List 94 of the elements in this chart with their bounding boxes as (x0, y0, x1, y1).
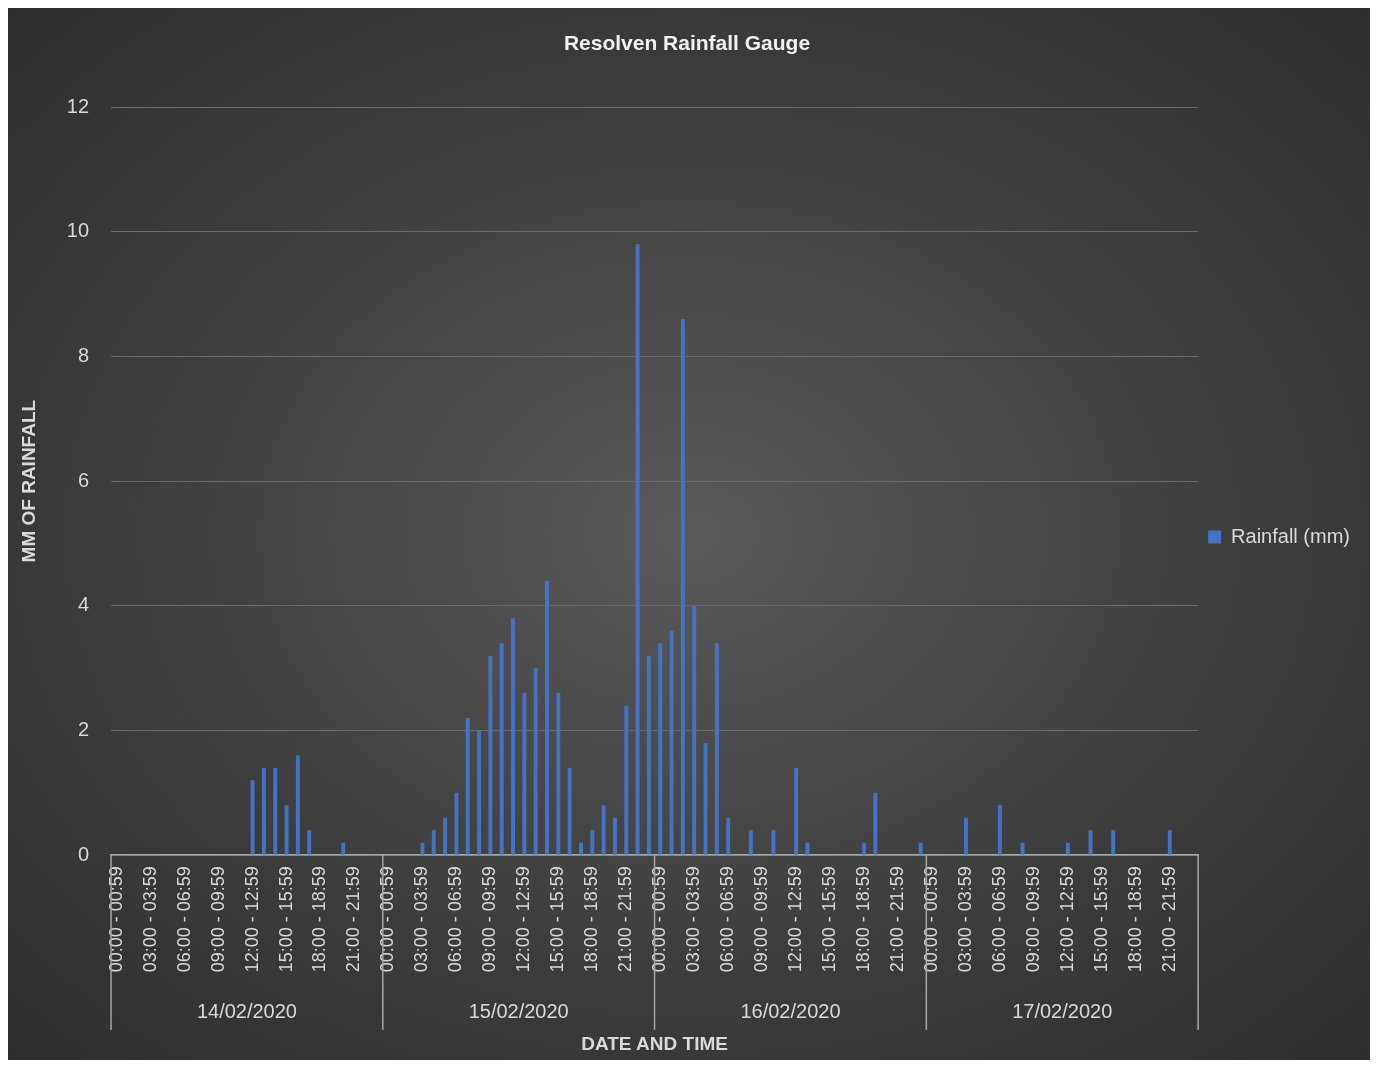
x-tick-label: 15:00 - 15:59 (547, 866, 568, 973)
bar (1020, 842, 1025, 855)
bar (545, 580, 549, 855)
x-tick-label: 21:00 - 21:59 (343, 866, 364, 973)
y-tick-label: 8 (77, 344, 90, 367)
bar (726, 817, 731, 855)
bar (499, 643, 504, 855)
bar (250, 780, 255, 855)
bar (420, 842, 425, 855)
bar (533, 668, 538, 855)
x-tick-label: 03:00 - 03:59 (411, 866, 432, 973)
bar (862, 842, 867, 855)
bar (1088, 830, 1093, 855)
bar (748, 830, 753, 855)
text: 14/02/2020 (196, 999, 297, 1022)
x-tick-label: 09:00 - 09:59 (1022, 866, 1043, 973)
bar (307, 830, 312, 855)
x-tick-label: 12:00 - 12:59 (241, 866, 262, 973)
text: 16/02/2020 (740, 999, 841, 1022)
bar (714, 643, 719, 855)
x-tick-label: 21:00 - 21:59 (615, 866, 636, 973)
bar (590, 830, 595, 855)
bar (261, 767, 266, 855)
bar (341, 842, 346, 855)
y-tick-label: 6 (77, 468, 90, 491)
x-tick-label: 00:00 - 00:59 (377, 866, 398, 973)
legend-label: Rainfall (mm) (1231, 524, 1351, 547)
x-tick-label: 18:00 - 18:59 (853, 866, 874, 973)
y-tick-label: 0 (77, 842, 90, 865)
x-tick-label: 06:00 - 06:59 (173, 866, 194, 973)
text: 17/02/2020 (1012, 999, 1113, 1022)
x-tick-label: 18:00 - 18:59 (1124, 866, 1145, 973)
y-tick-label: 4 (77, 593, 90, 616)
bar (477, 730, 482, 855)
bar (1111, 830, 1116, 855)
y-tick-label: 2 (77, 717, 90, 740)
bar (669, 630, 674, 855)
x-tick-label: 15:00 - 15:59 (1090, 866, 1111, 973)
x-tick-label: 15:00 - 15:59 (819, 866, 840, 973)
x-tick-label: 21:00 - 21:59 (887, 866, 907, 973)
bar (601, 805, 606, 855)
bar (443, 817, 448, 855)
bar (522, 693, 527, 855)
x-tick-label: 12:00 - 12:59 (513, 866, 534, 973)
bar (465, 718, 470, 855)
bar (1167, 830, 1172, 855)
x-tick-label: 21:00 - 21:59 (1158, 866, 1179, 973)
x-tick-label: 15:00 - 15:59 (275, 866, 296, 973)
bar (556, 693, 561, 855)
x-tick-label: 03:00 - 03:59 (954, 866, 975, 973)
x-tick-label: 00:00 - 00:59 (105, 866, 126, 973)
x-tick-label: 12:00 - 12:59 (1056, 866, 1077, 973)
x-tick-label: 09:00 - 09:59 (479, 866, 500, 973)
text: 15/02/2020 (468, 999, 569, 1022)
bar (963, 817, 968, 855)
bar (635, 244, 640, 855)
bar (771, 830, 776, 855)
x-tick-label: 09:00 - 09:59 (207, 866, 228, 973)
bar (612, 817, 617, 855)
bar (567, 767, 572, 855)
bar (624, 705, 629, 855)
bar (873, 792, 878, 855)
bar (805, 842, 810, 855)
x-tick-label: 18:00 - 18:59 (581, 866, 602, 973)
x-tick-label: 12:00 - 12:59 (785, 866, 806, 973)
x-tick-label: 03:00 - 03:59 (139, 866, 160, 973)
bar (680, 319, 685, 855)
bar (658, 643, 663, 855)
bar (431, 830, 436, 855)
bar (488, 655, 493, 855)
bar (273, 767, 278, 855)
x-tick-label: 03:00 - 03:59 (683, 866, 704, 973)
x-axis-title: DATE AND TIME (581, 1032, 728, 1054)
bar (703, 742, 708, 855)
bar (794, 767, 799, 855)
bar (646, 655, 651, 855)
bar (578, 842, 583, 855)
x-tick-label: 06:00 - 06:59 (445, 866, 466, 973)
bar (295, 755, 300, 855)
bar (284, 805, 289, 855)
bar (692, 605, 697, 855)
y-axis-title: MM OF RAINFALL (17, 399, 39, 563)
x-tick-label: 06:00 - 06:59 (717, 866, 738, 973)
bar (1065, 842, 1070, 855)
bar (997, 805, 1002, 855)
x-tick-label: 18:00 - 18:59 (309, 866, 330, 973)
chart-title: Resolven Rainfall Gauge (563, 31, 811, 55)
bar (918, 842, 923, 855)
y-tick-label: 12 (66, 94, 90, 117)
bar (511, 618, 516, 855)
x-tick-label: 09:00 - 09:59 (751, 866, 772, 973)
y-tick-label: 10 (66, 219, 90, 242)
x-tick-label: 06:00 - 06:59 (988, 866, 1009, 973)
bar (454, 792, 459, 855)
